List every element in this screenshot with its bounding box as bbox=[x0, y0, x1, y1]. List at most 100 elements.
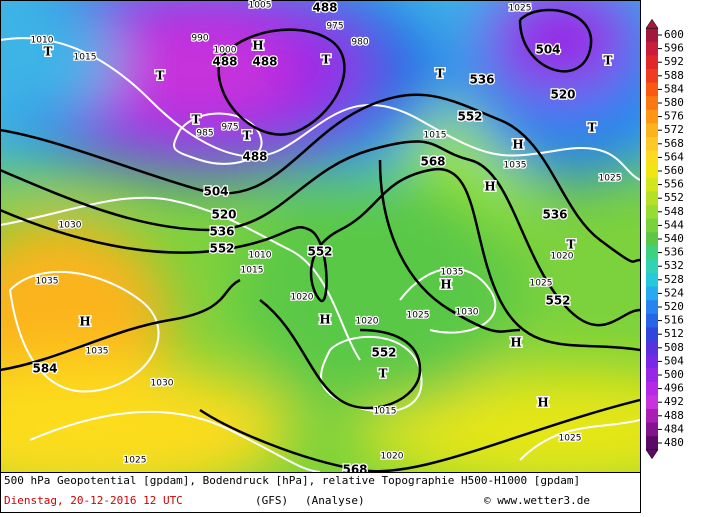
pressure-center: T bbox=[588, 121, 597, 135]
legend-label: 580 bbox=[664, 96, 684, 109]
pressure-label: 1025 bbox=[124, 456, 147, 466]
geopotential-label: 568 bbox=[420, 155, 445, 169]
legend-label: 548 bbox=[664, 205, 684, 218]
geopotential-label: 584 bbox=[32, 362, 57, 376]
legend-swatch bbox=[646, 422, 658, 437]
pressure-center: T bbox=[604, 54, 613, 68]
geopotential-label: 552 bbox=[457, 110, 482, 124]
legend-swatch bbox=[646, 245, 658, 260]
legend-swatch bbox=[646, 82, 658, 97]
legend-label: 572 bbox=[664, 123, 684, 136]
pressure-center: T bbox=[436, 67, 445, 81]
legend-swatch bbox=[646, 259, 658, 274]
pressure-label: 1030 bbox=[456, 308, 479, 318]
geopotential-label: 552 bbox=[545, 294, 570, 308]
legend-label: 584 bbox=[664, 82, 684, 95]
pressure-center: H bbox=[440, 278, 451, 292]
pressure-label: 985 bbox=[196, 129, 213, 139]
legend-swatch bbox=[646, 28, 658, 43]
geopotential-label: 552 bbox=[209, 242, 234, 256]
legend-swatch bbox=[646, 150, 658, 165]
pressure-center: T bbox=[156, 69, 165, 83]
pressure-center: H bbox=[79, 315, 90, 329]
geopotential-label: 536 bbox=[209, 225, 234, 239]
legend-swatch bbox=[646, 313, 658, 328]
legend-label: 516 bbox=[664, 314, 684, 327]
legend-label: 504 bbox=[664, 354, 684, 367]
legend-label: 488 bbox=[664, 409, 684, 422]
legend-label: 492 bbox=[664, 395, 684, 408]
geopotential-label: 552 bbox=[307, 245, 332, 259]
caption-run: (Analyse) bbox=[305, 494, 365, 507]
legend-label: 568 bbox=[664, 137, 684, 150]
legend-swatch bbox=[646, 286, 658, 301]
legend-label: 596 bbox=[664, 42, 684, 55]
geopotential-label: 504 bbox=[535, 43, 560, 57]
geopotential-label: 488 bbox=[242, 150, 267, 164]
legend-swatch bbox=[646, 409, 658, 424]
legend-swatch bbox=[646, 341, 658, 356]
legend-label: 508 bbox=[664, 341, 684, 354]
pressure-label: 1035 bbox=[504, 161, 527, 171]
pressure-label: 1025 bbox=[530, 279, 553, 289]
legend-swatch bbox=[646, 381, 658, 396]
legend-swatch bbox=[646, 137, 658, 152]
pressure-center: T bbox=[243, 129, 252, 143]
pressure-label: 1020 bbox=[291, 293, 314, 303]
pressure-label: 1025 bbox=[509, 4, 532, 14]
pressure-center: T bbox=[567, 238, 576, 252]
pressure-center: H bbox=[252, 39, 263, 53]
pressure-center: H bbox=[537, 396, 548, 410]
isobars bbox=[0, 37, 640, 472]
legend-label: 600 bbox=[664, 28, 684, 41]
legend-label: 480 bbox=[664, 436, 684, 449]
legend-label: 552 bbox=[664, 191, 684, 204]
legend-label: 500 bbox=[664, 368, 684, 381]
legend-swatch bbox=[646, 96, 658, 111]
legend-label: 536 bbox=[664, 246, 684, 259]
pressure-label: 1015 bbox=[74, 53, 97, 63]
legend-label: 496 bbox=[664, 382, 684, 395]
caption-box bbox=[0, 472, 641, 513]
legend-swatch bbox=[646, 55, 658, 70]
legend-swatch bbox=[646, 354, 658, 369]
pressure-label: 1015 bbox=[374, 407, 397, 417]
geopotential-label: 504 bbox=[203, 185, 228, 199]
legend-label: 512 bbox=[664, 327, 684, 340]
legend-swatch bbox=[646, 177, 658, 192]
legend-swatch bbox=[646, 205, 658, 220]
legend-swatch bbox=[646, 368, 658, 383]
geopotential-label: 488 bbox=[212, 55, 237, 69]
legend-label: 532 bbox=[664, 259, 684, 272]
pressure-label: 1020 bbox=[356, 317, 379, 327]
legend-label: 588 bbox=[664, 69, 684, 82]
legend-swatch bbox=[646, 395, 658, 410]
caption-line: 500 hPa Geopotential [gpdam], Bodendruck… bbox=[4, 474, 580, 487]
geopotential-label: 488 bbox=[252, 55, 277, 69]
pressure-center: H bbox=[484, 180, 495, 194]
legend-label: 576 bbox=[664, 110, 684, 123]
pressure-center: T bbox=[192, 113, 201, 127]
legend-label: 520 bbox=[664, 300, 684, 313]
legend-swatch bbox=[646, 300, 658, 315]
legend-label: 484 bbox=[664, 422, 684, 435]
pressure-label: 1020 bbox=[551, 252, 574, 262]
legend-swatch bbox=[646, 109, 658, 124]
legend-label: 592 bbox=[664, 55, 684, 68]
geopotential-label: 520 bbox=[550, 88, 575, 102]
legend-label: 564 bbox=[664, 150, 684, 163]
pressure-center: T bbox=[44, 45, 53, 59]
legend-swatch bbox=[646, 191, 658, 206]
legend-swatch bbox=[646, 164, 658, 179]
pressure-center: T bbox=[322, 53, 331, 67]
color-legend: 6005965925885845805765725685645605565525… bbox=[645, 18, 684, 460]
pressure-label: 1015 bbox=[424, 131, 447, 141]
pressure-label: 990 bbox=[191, 34, 208, 44]
geopotential-label: 488 bbox=[312, 1, 337, 15]
legend-swatch bbox=[646, 69, 658, 84]
legend-label: 524 bbox=[664, 286, 684, 299]
legend-swatch bbox=[646, 327, 658, 342]
pressure-label: 1000 bbox=[214, 46, 237, 56]
pressure-label: 1030 bbox=[151, 379, 174, 389]
